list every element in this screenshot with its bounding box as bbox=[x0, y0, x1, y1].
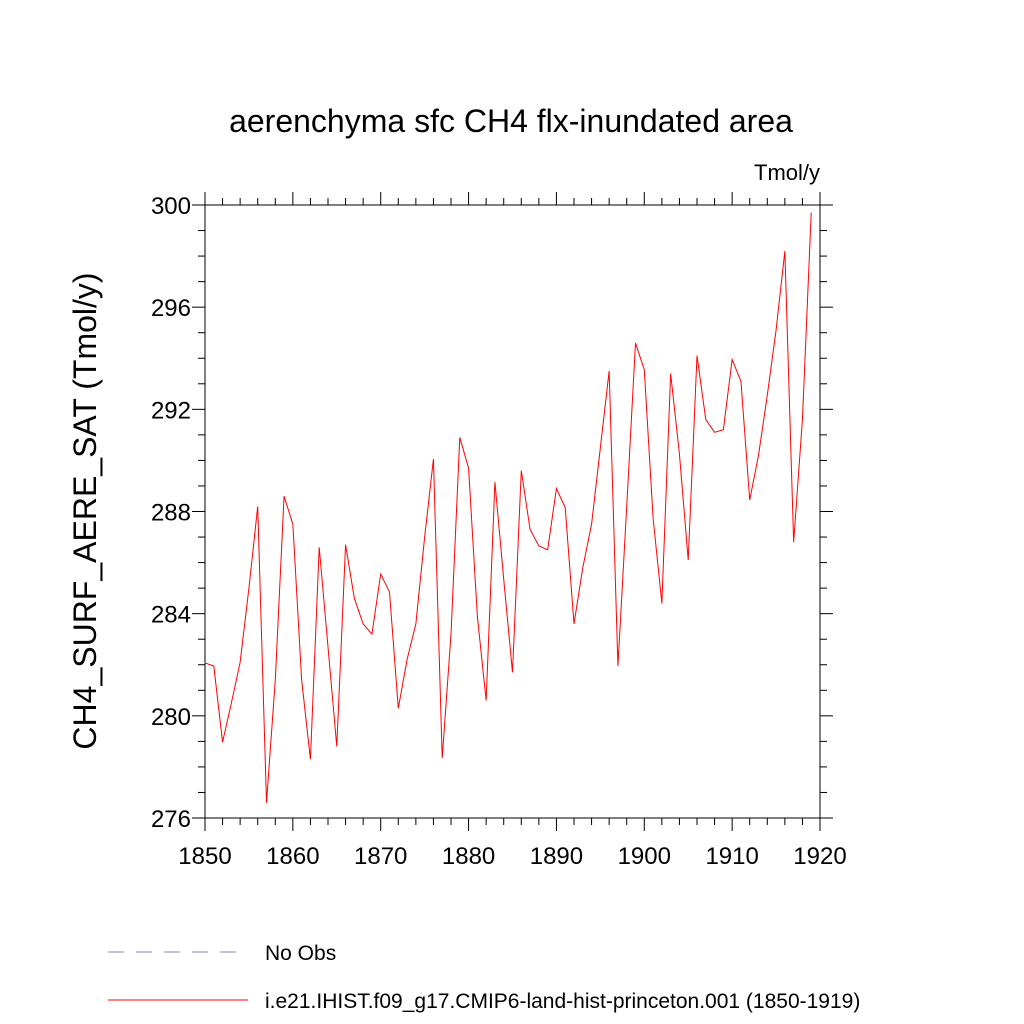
y-tick-label: 296 bbox=[151, 295, 191, 322]
x-tick-label: 1900 bbox=[618, 843, 671, 870]
x-tick-label: 1890 bbox=[530, 843, 583, 870]
chart-title: aerenchyma sfc CH4 flx-inundated area bbox=[229, 103, 793, 139]
y-tick-label: 280 bbox=[151, 704, 191, 731]
y-tick-label: 288 bbox=[151, 500, 191, 527]
plot-frame bbox=[204, 204, 821, 819]
x-tick-label: 1910 bbox=[705, 843, 758, 870]
x-tick-label: 1850 bbox=[178, 843, 231, 870]
data-line bbox=[204, 212, 812, 803]
y-axis-label: CH4_SURF_AERE_SAT (Tmol/y) bbox=[67, 272, 103, 749]
y-tick-label: 300 bbox=[151, 193, 191, 220]
units-label: Tmol/y bbox=[754, 160, 820, 185]
x-tick-label: 1870 bbox=[354, 843, 407, 870]
legend-label: No Obs bbox=[265, 942, 336, 965]
x-tick-label: 1920 bbox=[793, 843, 846, 870]
x-tick-label: 1860 bbox=[266, 843, 319, 870]
legend-label: i.e21.IHIST.f09_g17.CMIP6-land-hist-prin… bbox=[265, 990, 860, 1013]
x-tick-label: 1880 bbox=[442, 843, 495, 870]
y-tick-label: 292 bbox=[151, 397, 191, 424]
y-tick-label: 276 bbox=[151, 806, 191, 833]
y-tick-label: 284 bbox=[151, 602, 191, 629]
